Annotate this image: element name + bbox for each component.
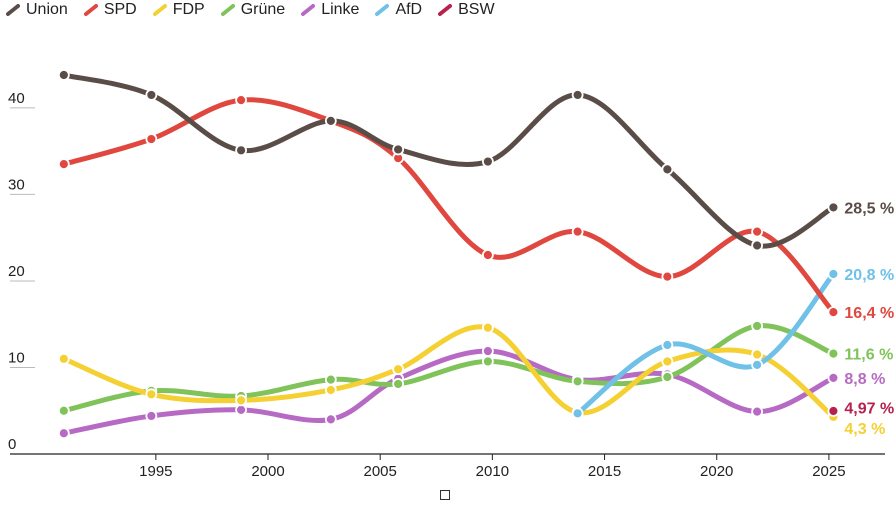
data-point-linke (235, 403, 247, 416)
series-line-linke (61, 348, 836, 436)
data-point-union (392, 143, 405, 156)
chart-axes: 0 10 20 30 40 1995 2000 2005 2010 2015 2020 2025 (8, 90, 885, 480)
data-point-grüne (827, 347, 840, 360)
data-point-spd (481, 249, 494, 261)
data-point-grüne (57, 404, 70, 417)
end-label-spd: 16,4 % (844, 305, 894, 322)
legend-label: Grüne (240, 1, 286, 18)
legend-label: BSW (458, 1, 495, 18)
data-point-fdp (751, 348, 764, 361)
y-tick-label: 0 (8, 436, 16, 453)
data-point-linke (827, 371, 840, 384)
legend-item-fdp: FDP (152, 1, 205, 19)
data-point-union (145, 89, 158, 101)
data-point-linke (145, 410, 158, 422)
x-tick-label: 2020 (700, 463, 733, 480)
end-label-afd: 20,8 % (844, 267, 894, 284)
legend-label: AfD (395, 1, 423, 18)
legend-item-bsw: BSW (438, 1, 495, 19)
x-tick-label: 2015 (588, 463, 621, 480)
y-tick-label: 20 (8, 263, 25, 280)
data-point-linke (751, 405, 764, 418)
data-point-spd (235, 94, 247, 107)
legend-item-linke: Linke (301, 1, 359, 19)
footer-square[interactable] (440, 490, 450, 500)
data-point-linke (324, 413, 337, 426)
series-line-fdp (61, 324, 836, 420)
legend-swatch-afd (375, 4, 390, 16)
data-point-union (661, 163, 674, 176)
data-point-bsw (827, 405, 840, 417)
x-tick-label: 2000 (251, 463, 284, 480)
data-point-fdp (324, 384, 337, 396)
data-point-union (571, 89, 584, 101)
data-point-grüne (324, 373, 337, 386)
data-point-linke (57, 427, 70, 440)
data-point-union (324, 114, 337, 127)
data-point-union (751, 239, 764, 252)
legend-label: SPD (103, 1, 137, 18)
legend-swatch-union (6, 4, 20, 16)
series-line-afd (575, 271, 836, 416)
data-point-afd (827, 268, 840, 280)
data-point-union (235, 144, 247, 157)
legend-swatch-spd (83, 4, 98, 16)
data-point-spd (57, 158, 70, 171)
data-point-fdp (661, 355, 674, 368)
data-point-fdp (481, 321, 494, 334)
chart-end-labels: 28,5 % 16,4 % 4,3 % 11,6 % 8,8 % 20,8 % 4,97 % (844, 200, 894, 438)
x-tick-label: 2025 (812, 463, 845, 480)
series-line-grüne (61, 323, 836, 414)
legend-item-grüne: Grüne (220, 1, 286, 19)
data-point-spd (661, 270, 674, 283)
data-point-linke (481, 345, 494, 357)
y-tick-label: 10 (8, 349, 25, 366)
x-tick-label: 1995 (139, 463, 172, 480)
series-line-spd (61, 97, 836, 315)
data-point-fdp (57, 352, 70, 365)
legend-label: FDP (172, 1, 205, 18)
data-point-fdp (392, 363, 405, 376)
legend-item-afd: AfD (375, 1, 422, 19)
end-label-union: 28,5 % (844, 200, 894, 217)
legend-swatch-grüne (220, 4, 235, 16)
data-point-union (57, 69, 70, 81)
end-label-grüne: 11,6 % (844, 347, 893, 364)
end-label-fdp: 4,3 % (844, 421, 885, 438)
data-point-afd (751, 358, 764, 371)
chart-lines (57, 69, 840, 440)
end-label-linke: 8,8 % (844, 371, 885, 388)
x-tick-label: 2010 (476, 463, 509, 480)
data-point-afd (661, 339, 674, 351)
legend-item-spd: SPD (83, 1, 137, 19)
data-point-union (481, 155, 494, 168)
legend-label: Linke (321, 1, 360, 18)
y-tick-label: 30 (8, 176, 25, 193)
series-line-union (61, 72, 836, 249)
data-point-afd (571, 407, 584, 420)
legend-swatch-linke (301, 4, 316, 16)
legend-item-union: Union (6, 1, 68, 19)
legend-swatch-fdp (152, 4, 167, 16)
data-point-spd (145, 133, 158, 145)
data-point-spd (751, 225, 764, 238)
data-point-grüne (392, 378, 405, 390)
end-label-bsw: 4,97 % (844, 400, 894, 417)
data-point-grüne (571, 375, 584, 388)
y-tick-label: 40 (8, 90, 25, 107)
data-point-spd (827, 306, 840, 319)
x-tick-label: 2005 (364, 463, 397, 480)
data-point-grüne (481, 355, 494, 368)
legend-label: Union (26, 1, 68, 18)
data-point-fdp (145, 388, 158, 401)
chart-legend: Union SPD FDP Grüne Linke AfD BSW (6, 0, 495, 20)
data-point-union (827, 201, 840, 214)
data-point-grüne (751, 320, 764, 332)
data-point-spd (571, 225, 584, 238)
data-point-fdp (235, 394, 247, 407)
data-point-grüne (661, 371, 674, 383)
legend-swatch-bsw (438, 4, 453, 16)
